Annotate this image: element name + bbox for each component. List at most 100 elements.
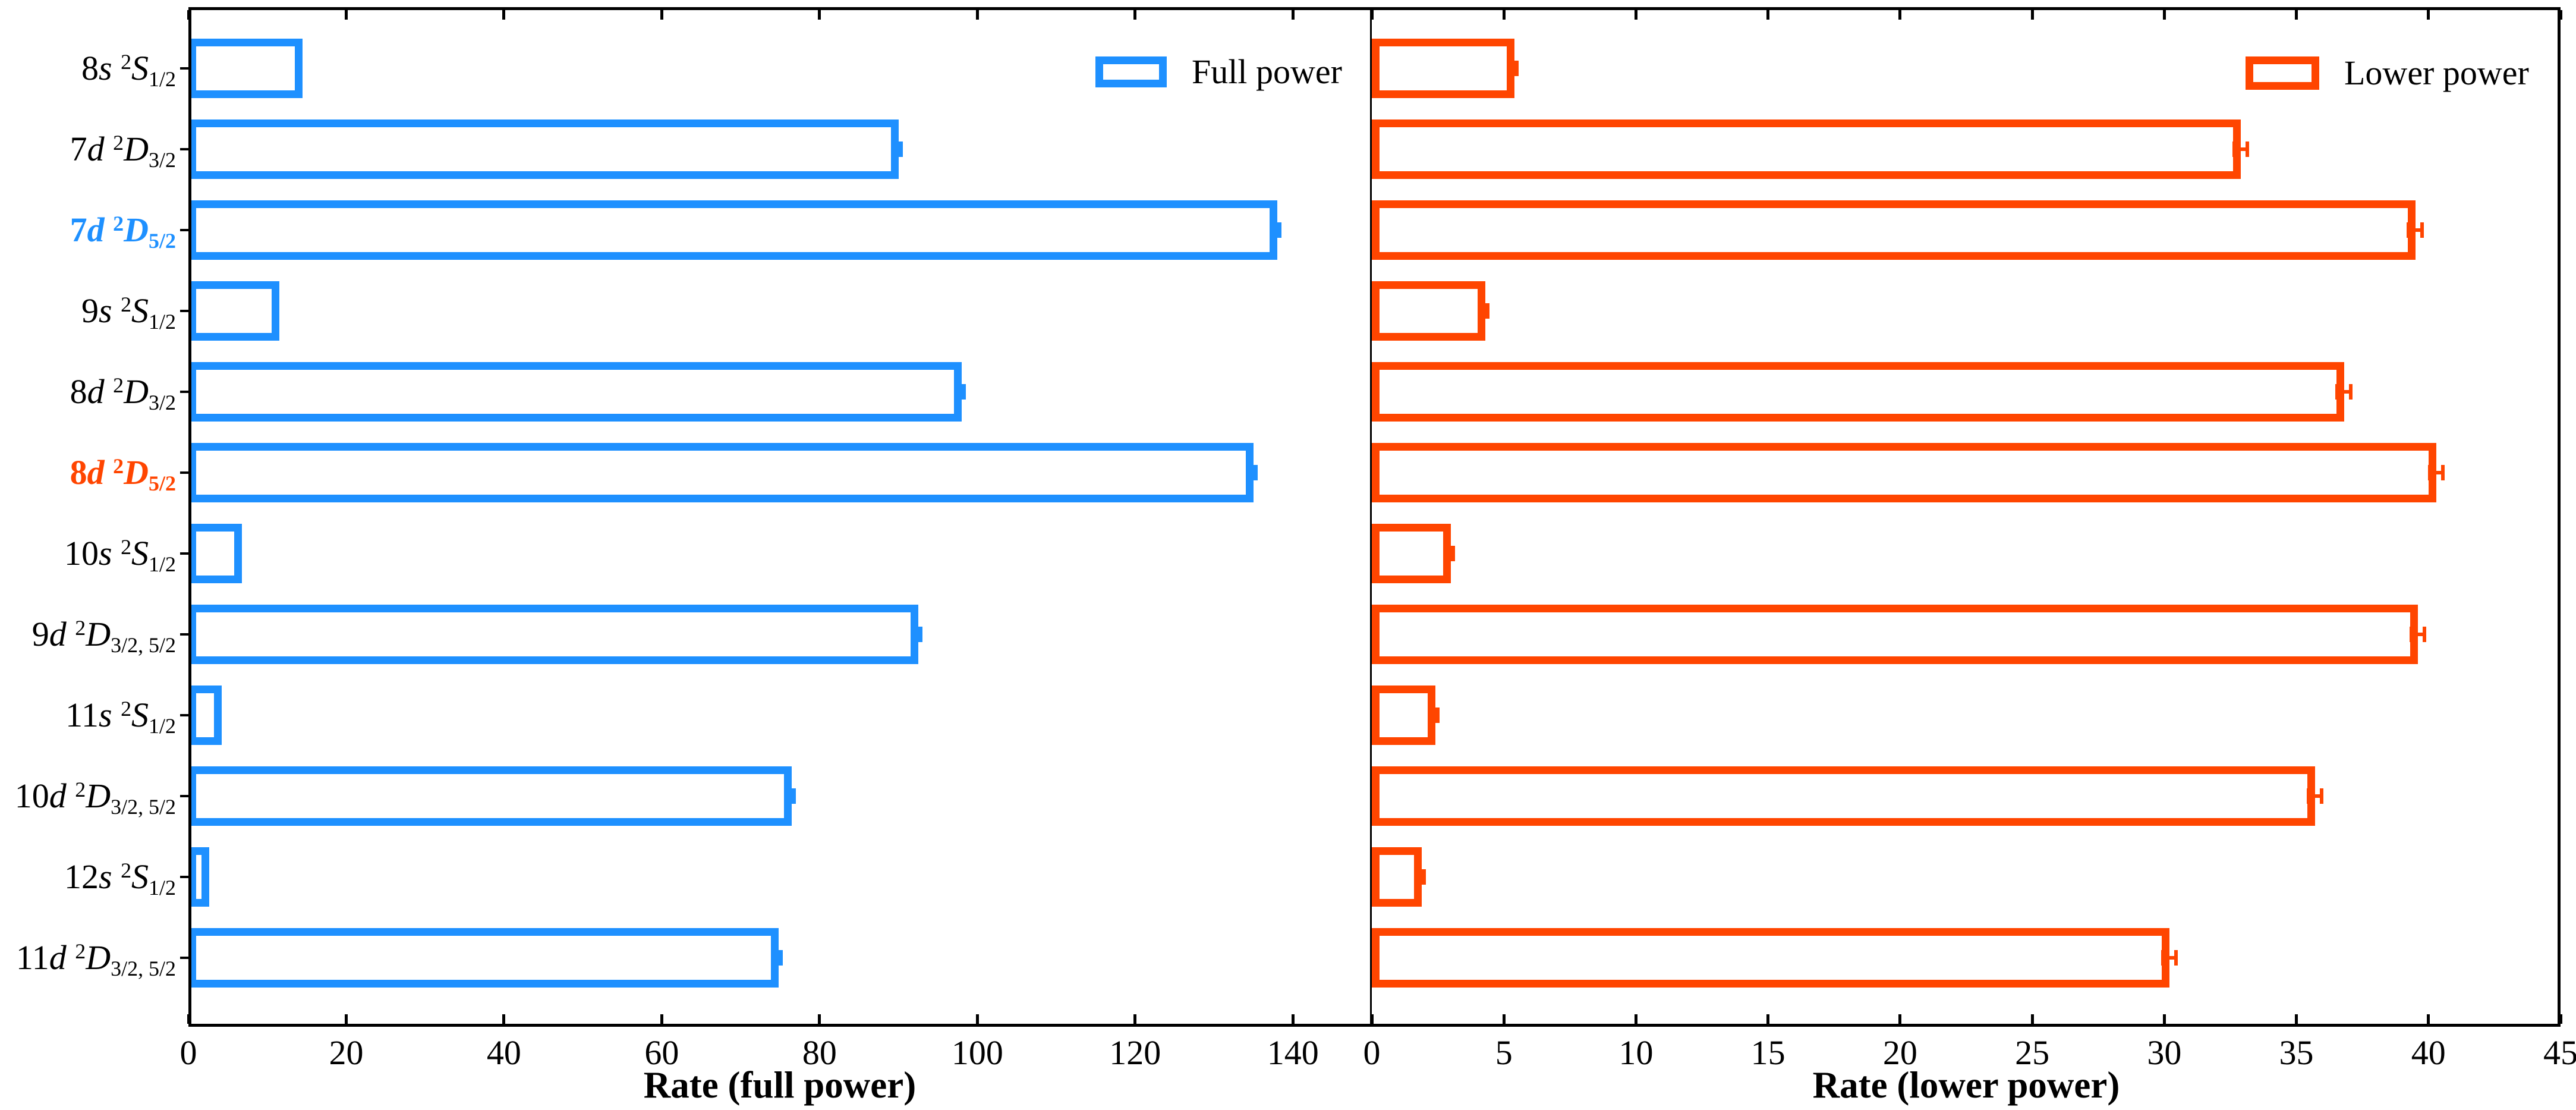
x-tick-top-p0-140 (1291, 10, 1295, 20)
errorbar-cap-right-lower-power-4 (2348, 384, 2353, 400)
errorbar-lower-power-2 (2408, 228, 2422, 232)
y-label-1: 7d 2D3/2 (70, 130, 176, 172)
x-tick-bottom-p1-30 (2162, 1014, 2166, 1024)
x-tick-label-p1-35: 35 (2279, 1033, 2314, 1072)
bar-lower-power-0 (1372, 39, 1514, 98)
x-tick-top-p0-0 (187, 10, 190, 20)
x-tick-top-p1-35 (2295, 10, 2298, 20)
x-tick-bottom-p0-100 (975, 1014, 979, 1024)
x-tick-top-p1-20 (1898, 10, 1902, 20)
x-tick-top-p1-25 (2030, 10, 2034, 20)
x-tick-label-p0-0: 0 (179, 1033, 197, 1072)
errorbar-lower-power-3 (1481, 303, 1490, 319)
x-tick-label-p0-100: 100 (951, 1033, 1003, 1072)
panel-divider (1370, 7, 1372, 1027)
legend-swatch-full (1095, 56, 1167, 87)
y-label-4: 8d 2D3/2 (70, 372, 176, 414)
bar-full-power-0 (188, 39, 303, 98)
x-tick-bottom-p1-15 (1766, 1014, 1770, 1024)
legend-swatch-lower (2246, 56, 2319, 90)
y-tick-9 (180, 795, 188, 797)
y-label-9: 10d 2D3/2, 5/2 (14, 776, 176, 819)
y-label-7: 9d 2D3/2, 5/2 (32, 615, 176, 657)
x-tick-bottom-p0-20 (344, 1014, 348, 1024)
y-tick-3 (180, 310, 188, 312)
bar-lower-power-4 (1372, 362, 2344, 422)
errorbar-cap-right-lower-power-9 (2319, 788, 2323, 804)
x-tick-top-p0-60 (660, 10, 663, 20)
bar-lower-power-11 (1372, 928, 2170, 988)
errorbar-cap-right-lower-power-5 (2441, 465, 2445, 480)
y-tick-1 (180, 148, 188, 150)
errorbar-lower-power-7 (2411, 633, 2425, 636)
x-tick-bottom-p1-20 (1898, 1014, 1902, 1024)
bar-full-power-11 (188, 928, 779, 988)
x-tick-label-p0-40: 40 (486, 1033, 521, 1072)
x-tick-label-p1-0: 0 (1363, 1033, 1381, 1072)
bar-lower-power-9 (1372, 766, 2315, 826)
errorbar-full-power-4 (957, 384, 966, 400)
x-tick-top-p0-100 (975, 10, 979, 20)
bar-lower-power-1 (1372, 120, 2241, 179)
bar-lower-power-3 (1372, 281, 1486, 341)
x-tick-bottom-p0-40 (502, 1014, 506, 1024)
bar-full-power-10 (188, 847, 209, 907)
y-label-10: 12s 2S1/2 (64, 857, 176, 900)
y-label-11: 11d 2D3/2, 5/2 (15, 938, 176, 980)
x-tick-top-p1-15 (1766, 10, 1770, 20)
errorbar-cap-right-lower-power-7 (2423, 627, 2427, 642)
y-tick-8 (180, 714, 188, 716)
x-tick-top-p0-20 (344, 10, 348, 20)
x-tick-label-p1-45: 45 (2543, 1033, 2576, 1072)
x-tick-bottom-p1-10 (1634, 1014, 1637, 1024)
legend-label-lower: Lower power (2344, 54, 2529, 92)
x-tick-bottom-p0-120 (1133, 1014, 1137, 1024)
bar-lower-power-10 (1372, 847, 1422, 907)
x-tick-label-p0-140: 140 (1267, 1033, 1319, 1072)
errorbar-cap-left-lower-power-2 (2407, 222, 2411, 238)
y-label-3: 9s 2S1/2 (81, 291, 176, 334)
y-label-2: 7d 2D5/2 (70, 210, 176, 253)
x-tick-bottom-p1-0 (1370, 1014, 1374, 1024)
bar-full-power-7 (188, 605, 918, 664)
x-axis-title-right: Rate (lower power) (1812, 1064, 2120, 1106)
errorbar-full-power-7 (914, 627, 922, 642)
errorbar-cap-left-lower-power-4 (2335, 384, 2339, 400)
x-tick-top-p1-0 (1370, 10, 1374, 20)
x-tick-bottom-p1-25 (2030, 1014, 2034, 1024)
x-tick-label-p1-5: 5 (1495, 1033, 1513, 1072)
y-label-0: 8s 2S1/2 (81, 49, 176, 91)
bar-lower-power-5 (1372, 443, 2437, 502)
x-tick-top-p1-40 (2427, 10, 2430, 20)
y-tick-10 (180, 876, 188, 878)
errorbar-lower-power-6 (1447, 546, 1456, 561)
errorbar-lower-power-8 (1431, 707, 1440, 723)
errorbar-full-power-1 (894, 141, 903, 157)
y-label-6: 10s 2S1/2 (64, 534, 176, 576)
x-tick-top-p0-80 (818, 10, 821, 20)
y-label-8: 11s 2S1/2 (65, 696, 176, 738)
x-tick-top-p1-30 (2162, 10, 2166, 20)
x-tick-top-p1-45 (2559, 10, 2562, 20)
x-tick-bottom-p1-35 (2295, 1014, 2298, 1024)
x-tick-bottom-p0-0 (187, 1014, 190, 1024)
bar-lower-power-2 (1372, 200, 2416, 260)
bar-full-power-5 (188, 443, 1254, 502)
bar-full-power-4 (188, 362, 962, 422)
x-tick-label-p0-80: 80 (802, 1033, 837, 1072)
y-tick-0 (180, 67, 188, 70)
x-tick-bottom-p1-45 (2559, 1014, 2562, 1024)
x-tick-top-p0-40 (502, 10, 506, 20)
y-tick-4 (180, 391, 188, 393)
errorbar-lower-power-10 (1418, 869, 1426, 885)
x-axis-title-left: Rate (full power) (643, 1064, 917, 1106)
errorbar-lower-power-11 (2163, 956, 2177, 960)
bar-full-power-8 (188, 686, 222, 745)
y-tick-7 (180, 633, 188, 636)
errorbar-full-power-5 (1249, 465, 1258, 480)
errorbar-cap-left-lower-power-7 (2409, 627, 2413, 642)
bar-lower-power-8 (1372, 686, 1435, 745)
x-tick-label-p1-25: 25 (2015, 1033, 2050, 1072)
legend-full-power: Full power (1095, 51, 1342, 93)
